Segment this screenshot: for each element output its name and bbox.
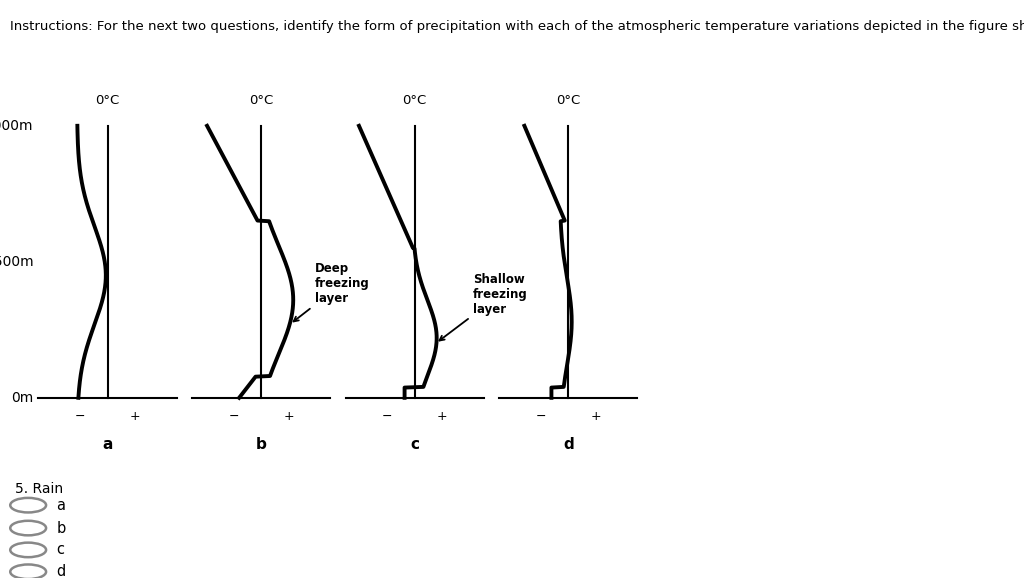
Text: c: c xyxy=(56,542,65,557)
Text: b: b xyxy=(56,521,66,536)
Text: Deep
freezing
layer: Deep freezing layer xyxy=(294,262,370,321)
Text: +: + xyxy=(591,410,601,423)
Text: a: a xyxy=(56,498,66,513)
Text: c: c xyxy=(411,436,419,451)
Text: 0m: 0m xyxy=(11,391,34,405)
Text: 0°C: 0°C xyxy=(95,94,120,107)
Text: Instructions: For the next two questions, identify the form of precipitation wit: Instructions: For the next two questions… xyxy=(10,20,1024,32)
Text: a: a xyxy=(102,436,113,451)
Text: −: − xyxy=(382,410,392,423)
Text: −: − xyxy=(536,410,546,423)
Text: 1500m: 1500m xyxy=(0,255,34,269)
Text: −: − xyxy=(75,410,85,423)
Text: b: b xyxy=(256,436,266,451)
Text: d: d xyxy=(563,436,573,451)
Text: Shallow
freezing
layer: Shallow freezing layer xyxy=(439,273,527,340)
Text: d: d xyxy=(56,564,66,578)
Text: 0°C: 0°C xyxy=(402,94,427,107)
Text: 0°C: 0°C xyxy=(556,94,581,107)
Text: +: + xyxy=(284,410,294,423)
Text: −: − xyxy=(228,410,239,423)
Text: +: + xyxy=(437,410,447,423)
Text: 3000m: 3000m xyxy=(0,119,34,133)
Text: +: + xyxy=(130,410,140,423)
Text: 0°C: 0°C xyxy=(249,94,273,107)
Text: 5. Rain: 5. Rain xyxy=(15,482,63,497)
